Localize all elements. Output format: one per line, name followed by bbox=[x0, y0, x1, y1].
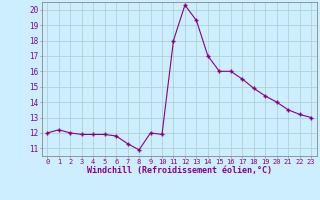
X-axis label: Windchill (Refroidissement éolien,°C): Windchill (Refroidissement éolien,°C) bbox=[87, 166, 272, 175]
